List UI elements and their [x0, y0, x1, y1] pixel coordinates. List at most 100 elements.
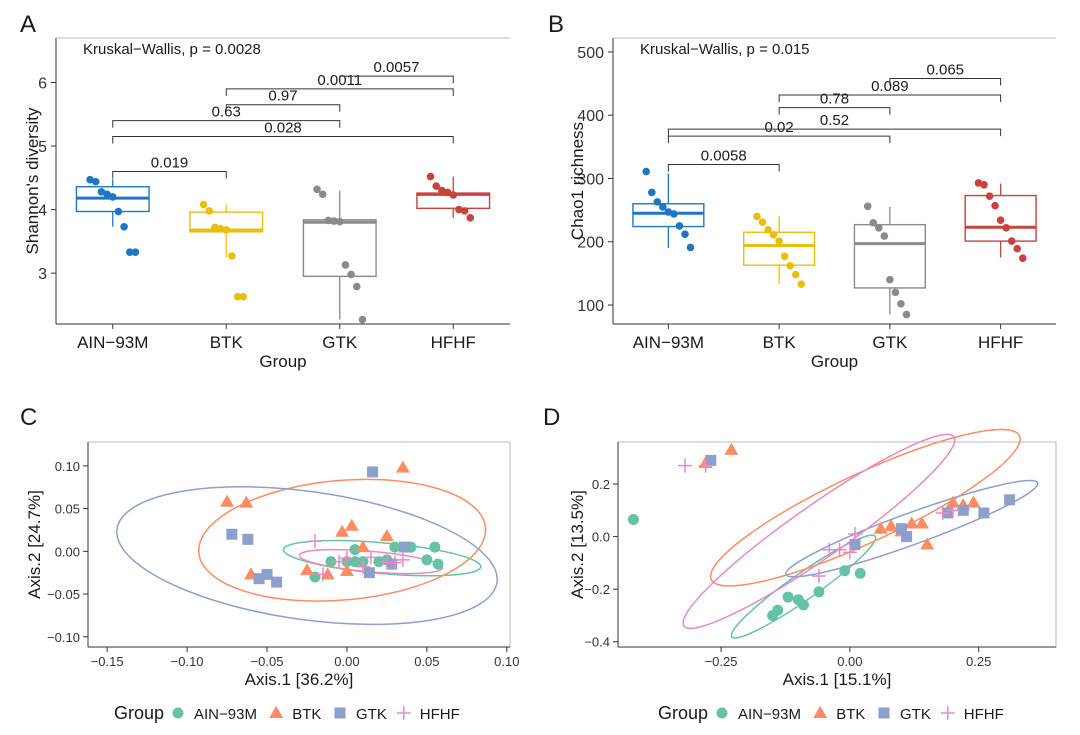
point-triangle	[873, 521, 888, 534]
data-point	[891, 288, 900, 297]
data-point	[1013, 244, 1022, 253]
point-circle	[839, 565, 851, 577]
point-circle	[798, 599, 810, 611]
y-tick-label: 300	[577, 171, 604, 188]
panel-label: D	[543, 404, 560, 431]
legend-label: GTK	[356, 706, 387, 723]
point-square	[253, 573, 265, 585]
point-square	[261, 568, 273, 580]
data-point	[216, 224, 225, 233]
comparison-p-value: 0.089	[871, 78, 909, 95]
point-triangle	[320, 567, 335, 580]
data-point	[222, 226, 231, 234]
point-plus	[832, 542, 847, 557]
panel-label: C	[20, 404, 37, 431]
point-plus	[363, 550, 378, 565]
x-tick-label: 0.25	[966, 654, 991, 669]
comparison-bracket	[112, 120, 341, 128]
point-triangle	[904, 516, 919, 529]
comparison-bracket	[112, 136, 454, 144]
data-point	[886, 275, 894, 284]
plot-border	[617, 441, 1057, 648]
y-tick-label: 0.00	[55, 544, 80, 559]
panel-d-pcoa-scatter: D −0.25 0.00 0.25 −0.4 −0.2 0.0 0.2 Axis.1 [15.1…	[543, 404, 1057, 723]
data-point	[897, 299, 905, 308]
point-plus	[811, 569, 826, 584]
point-circle	[716, 707, 728, 719]
point-plus	[331, 554, 346, 569]
point-triangle	[355, 540, 370, 553]
point-circle	[854, 567, 866, 579]
x-tick-label: 0.05	[414, 654, 439, 669]
data-point	[875, 224, 883, 232]
y-tick-label: −0.2	[584, 582, 610, 597]
point-triangle	[915, 516, 930, 529]
point-plus	[698, 458, 713, 473]
data-point	[352, 282, 361, 291]
y-axis-title: Shannon's diversity	[23, 107, 42, 254]
comparison-bracket	[889, 77, 1002, 86]
data-point	[103, 190, 111, 199]
point-square	[895, 523, 907, 535]
data-point	[239, 292, 248, 301]
data-point	[125, 248, 134, 256]
point-square	[705, 454, 717, 466]
point-triangle	[269, 706, 284, 718]
point-plus	[395, 552, 410, 567]
point-plus	[842, 545, 857, 560]
data-point	[324, 216, 333, 225]
point-circle	[772, 604, 784, 616]
legend-label: HFHF	[420, 706, 460, 723]
point-square	[271, 576, 283, 588]
point-triangle	[813, 706, 828, 718]
confidence-ellipse	[730, 534, 877, 639]
data-point	[330, 217, 338, 225]
y-tick-label: 0.0	[592, 530, 610, 545]
data-point	[653, 198, 662, 206]
comparison-bracket	[112, 170, 227, 179]
data-point	[764, 225, 772, 234]
x-tick-label: 0.00	[837, 654, 862, 669]
data-point	[466, 214, 475, 222]
data-point	[1018, 254, 1027, 262]
data-point	[753, 212, 761, 221]
y-tick-label: 0.10	[55, 459, 80, 474]
x-tick-label: −0.15	[91, 654, 124, 669]
y-tick-label: 200	[577, 235, 604, 252]
point-square	[878, 707, 890, 719]
point-triangle	[344, 518, 359, 531]
data-point	[114, 207, 123, 216]
point-plus	[387, 555, 402, 570]
x-axis-title: Group	[811, 352, 858, 371]
data-point	[869, 218, 878, 227]
x-tick-label: −0.05	[251, 654, 284, 669]
data-point	[647, 188, 656, 197]
confidence-ellipse	[116, 486, 498, 626]
point-triangle	[239, 495, 254, 508]
data-point	[358, 315, 367, 324]
point-triangle	[220, 494, 235, 507]
x-tick-label: HFHF	[431, 333, 476, 352]
point-square	[226, 528, 238, 540]
x-tick-label: AIN−93M	[633, 333, 704, 352]
data-point	[443, 188, 452, 197]
data-point	[775, 237, 783, 245]
point-square	[386, 558, 398, 570]
box	[742, 231, 816, 266]
data-point	[769, 230, 778, 239]
x-tick-label: BTK	[210, 333, 244, 352]
point-plus	[355, 559, 370, 574]
panel-b-chao1-boxplot: B 100 200 300 400 500 AIN−93M BTK GTK HFHF Group Ch…	[548, 11, 1056, 371]
data-point	[985, 192, 994, 200]
data-point	[686, 243, 695, 252]
data-point	[426, 172, 435, 181]
y-tick-label: −0.05	[47, 587, 80, 602]
data-point	[108, 193, 117, 201]
confidence-ellipse	[197, 478, 487, 602]
comparison-p-value: 0.065	[926, 61, 964, 78]
comparison-bracket	[339, 75, 454, 84]
comparison-bracket	[667, 164, 780, 172]
data-point	[980, 180, 988, 189]
test-label: Kruskal−Wallis, p = 0.0028	[83, 41, 261, 58]
